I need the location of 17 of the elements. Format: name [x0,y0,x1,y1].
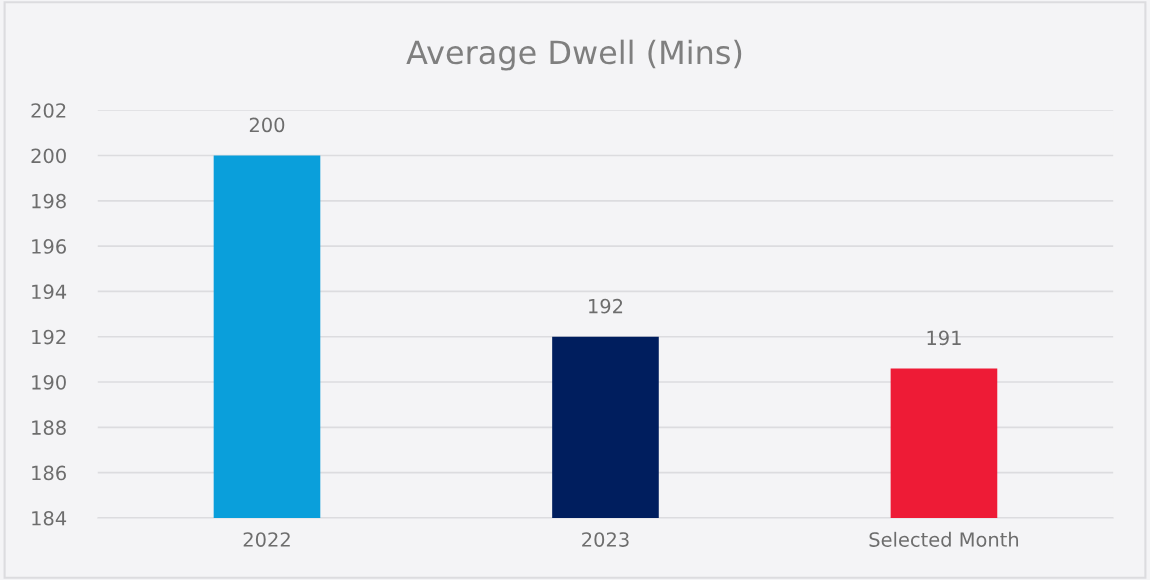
y-tick-label: 190 [32,374,66,390]
y-tick-label: 194 [32,284,67,300]
y-tick-label: 186 [32,465,66,481]
data-label: 191 [927,330,961,346]
x-tick-label: 2022 [243,532,290,547]
y-tick-label: 198 [32,193,66,209]
y-tick-label: 184 [32,510,67,526]
y-tick-label: 200 [31,148,66,164]
y-tick-label: 192 [32,329,66,345]
data-label: 192 [589,298,623,314]
data-label: 200 [249,117,285,133]
y-tick-label: 188 [32,420,66,435]
chart-title: Average Dwell (Mins) [406,39,742,71]
x-tick-label: 2023 [582,532,629,547]
x-tick-label: Selected Month [869,531,1019,547]
y-tick-label: 196 [32,239,66,254]
y-tick-label: 202 [31,103,66,118]
